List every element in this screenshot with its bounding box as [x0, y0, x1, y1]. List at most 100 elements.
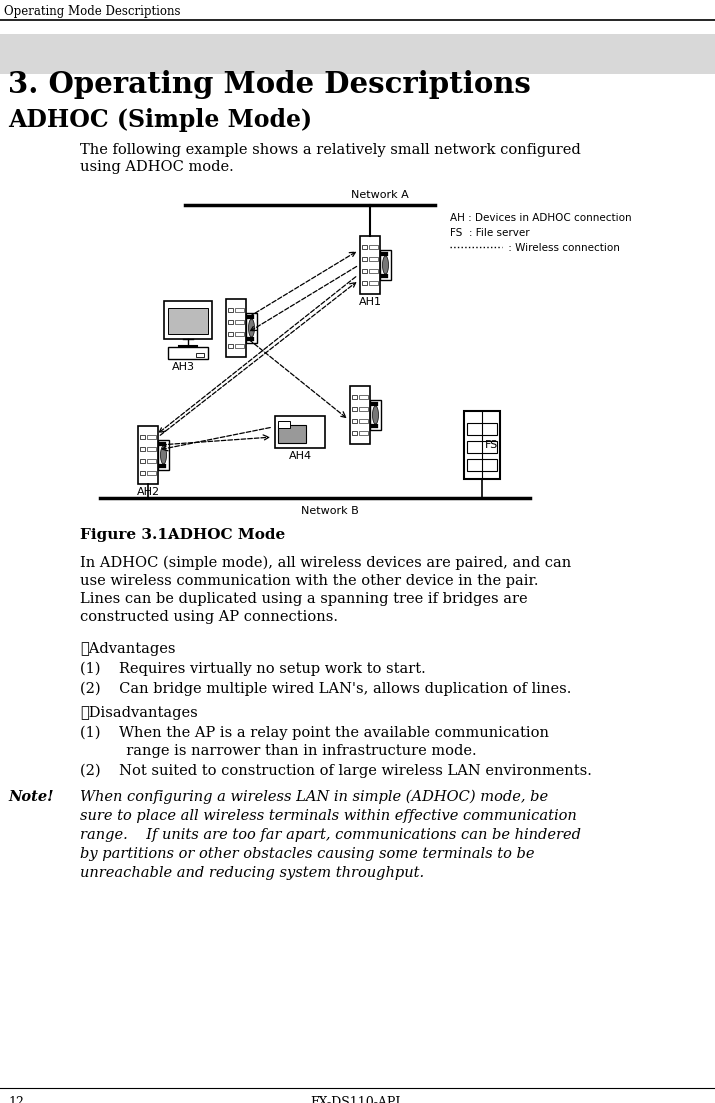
Bar [235, 308, 244, 312]
Bar [362, 245, 367, 249]
Text: Figure 3.1.: Figure 3.1. [80, 528, 173, 542]
Bar [228, 320, 233, 324]
Bar [362, 281, 367, 285]
Text: (2)    Not suited to construction of large wireless LAN environments.: (2) Not suited to construction of large … [80, 764, 592, 779]
Bar [360, 236, 380, 295]
Bar [359, 407, 368, 411]
Bar [147, 471, 156, 475]
Text: Network B: Network B [301, 506, 359, 516]
Bar [371, 401, 378, 406]
Text: FS  : File server: FS : File server [450, 228, 530, 238]
Bar [362, 269, 367, 274]
Bar [278, 425, 306, 443]
Text: Operating Mode Descriptions: Operating Mode Descriptions [4, 6, 180, 18]
Bar [467, 422, 497, 435]
Bar [168, 347, 208, 358]
Bar [140, 435, 145, 439]
Text: When configuring a wireless LAN in simple (ADHOC) mode, be: When configuring a wireless LAN in simpl… [80, 790, 548, 804]
Bar [235, 332, 244, 336]
Text: 3. Operating Mode Descriptions: 3. Operating Mode Descriptions [8, 69, 531, 99]
Bar [352, 431, 357, 435]
Ellipse shape [160, 446, 167, 464]
Bar [247, 315, 254, 319]
Bar [164, 301, 212, 339]
Text: Lines can be duplicated using a spanning tree if bridges are: Lines can be duplicated using a spanning… [80, 592, 528, 606]
Text: (2)    Can bridge multiple wired LAN's, allows duplication of lines.: (2) Can bridge multiple wired LAN's, all… [80, 682, 571, 696]
Bar [380, 250, 391, 280]
Bar [275, 416, 325, 448]
Text: sure to place all wireless terminals within effective communication: sure to place all wireless terminals wit… [80, 808, 577, 823]
Bar [228, 344, 233, 349]
Text: constructed using AP connections.: constructed using AP connections. [80, 610, 338, 624]
Bar [228, 332, 233, 336]
Text: FS: FS [485, 440, 498, 450]
Ellipse shape [249, 319, 255, 338]
Text: Note!: Note! [8, 790, 54, 804]
Bar [159, 464, 166, 468]
Text: ・Disadvantages: ・Disadvantages [80, 706, 198, 720]
Bar [147, 435, 156, 439]
Bar [359, 395, 368, 399]
Bar [359, 419, 368, 422]
Text: ・Advantages: ・Advantages [80, 642, 175, 656]
Text: Network A: Network A [351, 190, 409, 200]
Bar [228, 308, 233, 312]
Text: ADHOC (Simple Mode): ADHOC (Simple Mode) [8, 108, 312, 132]
Bar [158, 440, 169, 470]
Text: (1)    When the AP is a relay point the available communication: (1) When the AP is a relay point the ava… [80, 726, 549, 740]
Text: FX-DS110-APL: FX-DS110-APL [310, 1096, 404, 1103]
Bar [159, 442, 166, 446]
Text: AH3: AH3 [172, 362, 194, 372]
Bar [467, 459, 497, 471]
Bar [369, 281, 378, 285]
Bar [278, 421, 290, 428]
Bar [147, 447, 156, 451]
Bar [140, 447, 145, 451]
Bar [140, 471, 145, 475]
Bar [196, 353, 204, 357]
Bar [247, 338, 254, 341]
Text: : Wireless connection: : Wireless connection [505, 243, 620, 253]
Bar [246, 313, 257, 343]
Bar [369, 245, 378, 249]
Text: AH2: AH2 [137, 488, 159, 497]
Bar [359, 431, 368, 435]
Text: 12: 12 [8, 1096, 24, 1103]
Text: unreachable and reducing system throughput.: unreachable and reducing system throughp… [80, 866, 424, 880]
Text: The following example shows a relatively small network configured: The following example shows a relatively… [80, 143, 581, 157]
Bar [381, 251, 388, 256]
Bar [352, 395, 357, 399]
Bar [350, 386, 370, 445]
Bar [140, 459, 145, 463]
Bar [467, 441, 497, 453]
Ellipse shape [383, 256, 388, 274]
Bar [226, 299, 246, 357]
Bar [369, 269, 378, 274]
Ellipse shape [373, 406, 378, 424]
Bar [138, 426, 158, 484]
Text: AH : Devices in ADHOC connection: AH : Devices in ADHOC connection [450, 213, 631, 223]
Bar [0, 34, 715, 74]
Bar [381, 274, 388, 278]
Text: by partitions or other obstacles causing some terminals to be: by partitions or other obstacles causing… [80, 847, 535, 861]
Text: ADHOC Mode: ADHOC Mode [152, 528, 285, 542]
Bar [352, 419, 357, 422]
Text: In ADHOC (simple mode), all wireless devices are paired, and can: In ADHOC (simple mode), all wireless dev… [80, 556, 571, 570]
Bar [371, 424, 378, 428]
Bar [235, 344, 244, 349]
Bar [168, 308, 208, 334]
Text: AH4: AH4 [288, 451, 312, 461]
Text: range is narrower than in infrastructure mode.: range is narrower than in infrastructure… [80, 745, 477, 758]
Bar [235, 320, 244, 324]
Text: use wireless communication with the other device in the pair.: use wireless communication with the othe… [80, 574, 538, 588]
Text: using ADHOC mode.: using ADHOC mode. [80, 160, 234, 174]
Text: range.    If units are too far apart, communications can be hindered: range. If units are too far apart, commu… [80, 828, 581, 842]
Bar [370, 400, 381, 430]
Bar [369, 257, 378, 261]
Text: (1)    Requires virtually no setup work to start.: (1) Requires virtually no setup work to … [80, 662, 425, 676]
Bar [464, 411, 500, 479]
Text: AH1: AH1 [358, 297, 382, 307]
Bar [147, 459, 156, 463]
Bar [362, 257, 367, 261]
Bar [352, 407, 357, 411]
